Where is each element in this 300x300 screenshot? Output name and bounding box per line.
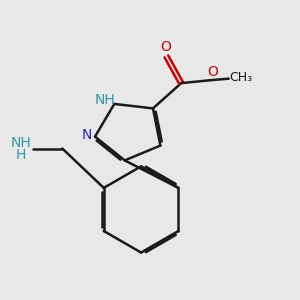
Text: CH₃: CH₃ (230, 71, 253, 84)
Text: O: O (207, 65, 218, 79)
Text: NH: NH (95, 93, 116, 107)
Text: O: O (160, 40, 171, 55)
Text: N: N (82, 128, 92, 142)
Text: H: H (16, 148, 26, 162)
Text: NH: NH (11, 136, 32, 150)
